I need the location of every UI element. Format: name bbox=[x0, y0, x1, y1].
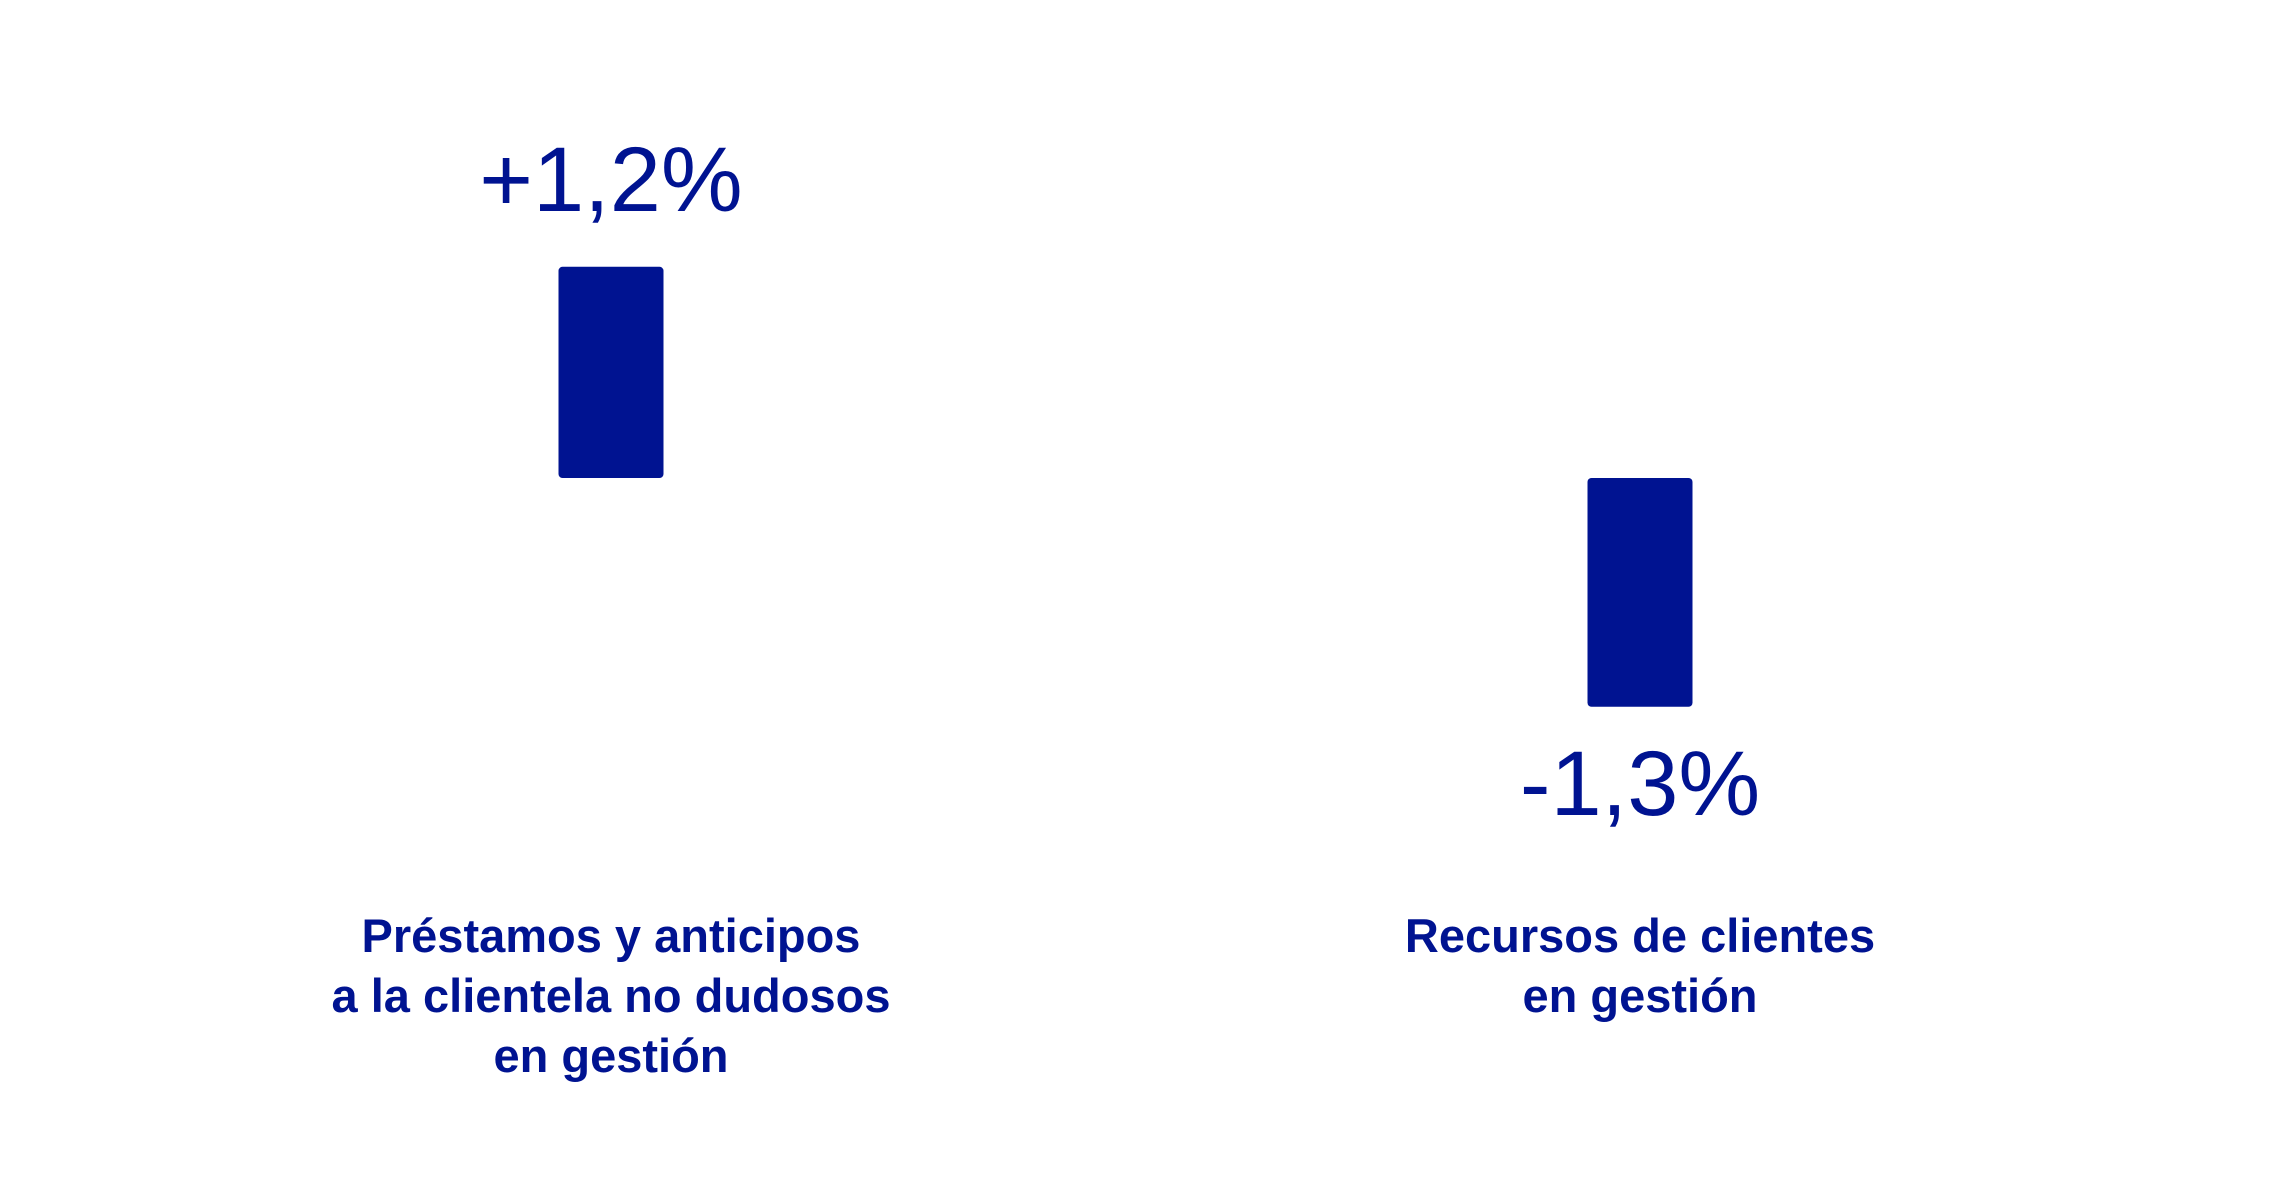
bar bbox=[558, 266, 664, 478]
value-label: +1,2% bbox=[479, 129, 742, 231]
value-label: -1,3% bbox=[1520, 733, 1760, 835]
bar bbox=[1587, 478, 1693, 707]
category-label: Recursos de clientes en gestión bbox=[1404, 909, 1876, 1022]
category-label: Préstamos y anticipos a la clientela no … bbox=[331, 909, 891, 1082]
